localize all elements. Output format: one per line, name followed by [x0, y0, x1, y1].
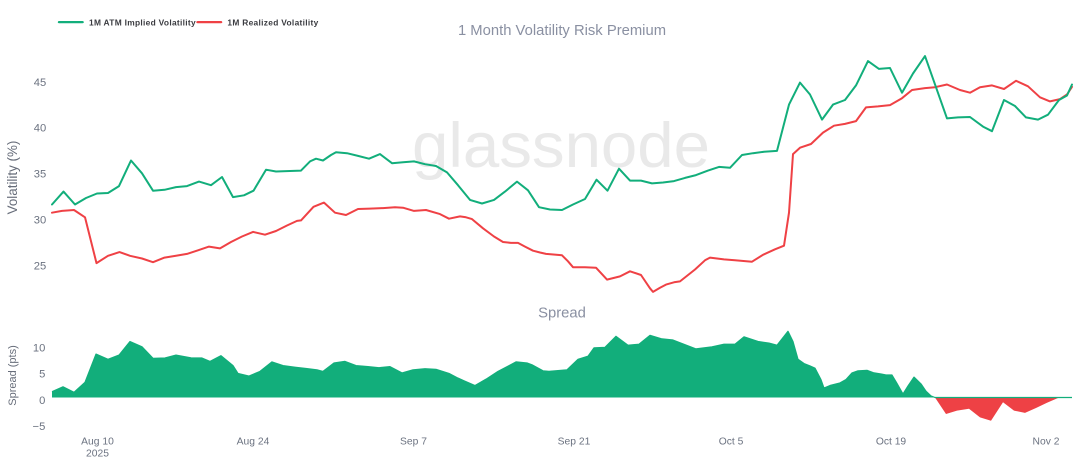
svg-text:0: 0	[39, 395, 45, 407]
svg-text:1M Realized Volatility: 1M Realized Volatility	[227, 18, 318, 28]
svg-text:Oct 19: Oct 19	[876, 437, 907, 448]
svg-text:1M ATM Implied Volatility: 1M ATM Implied Volatility	[89, 18, 196, 28]
svg-text:30: 30	[34, 215, 46, 227]
svg-text:10: 10	[33, 342, 45, 354]
svg-text:Spread (pts): Spread (pts)	[7, 345, 19, 406]
svg-text:25: 25	[34, 261, 46, 273]
svg-text:35: 35	[34, 169, 46, 181]
svg-text:glassnode: glassnode	[412, 111, 710, 181]
svg-text:Aug 10: Aug 10	[81, 437, 114, 448]
svg-text:Spread: Spread	[538, 306, 586, 322]
svg-text:1 Month Volatility Risk Premiu: 1 Month Volatility Risk Premium	[458, 23, 666, 39]
svg-text:2025: 2025	[86, 449, 109, 460]
svg-text:5: 5	[39, 369, 45, 381]
svg-text:Aug 24: Aug 24	[237, 437, 270, 448]
svg-text:Oct 5: Oct 5	[719, 437, 744, 448]
svg-text:Sep 21: Sep 21	[558, 437, 591, 448]
svg-text:−5: −5	[33, 421, 46, 433]
svg-text:Sep 7: Sep 7	[400, 437, 427, 448]
svg-text:Volatility (%): Volatility (%)	[5, 141, 20, 215]
svg-text:45: 45	[34, 77, 46, 89]
svg-text:40: 40	[34, 123, 46, 135]
svg-text:Nov 2: Nov 2	[1033, 437, 1060, 448]
